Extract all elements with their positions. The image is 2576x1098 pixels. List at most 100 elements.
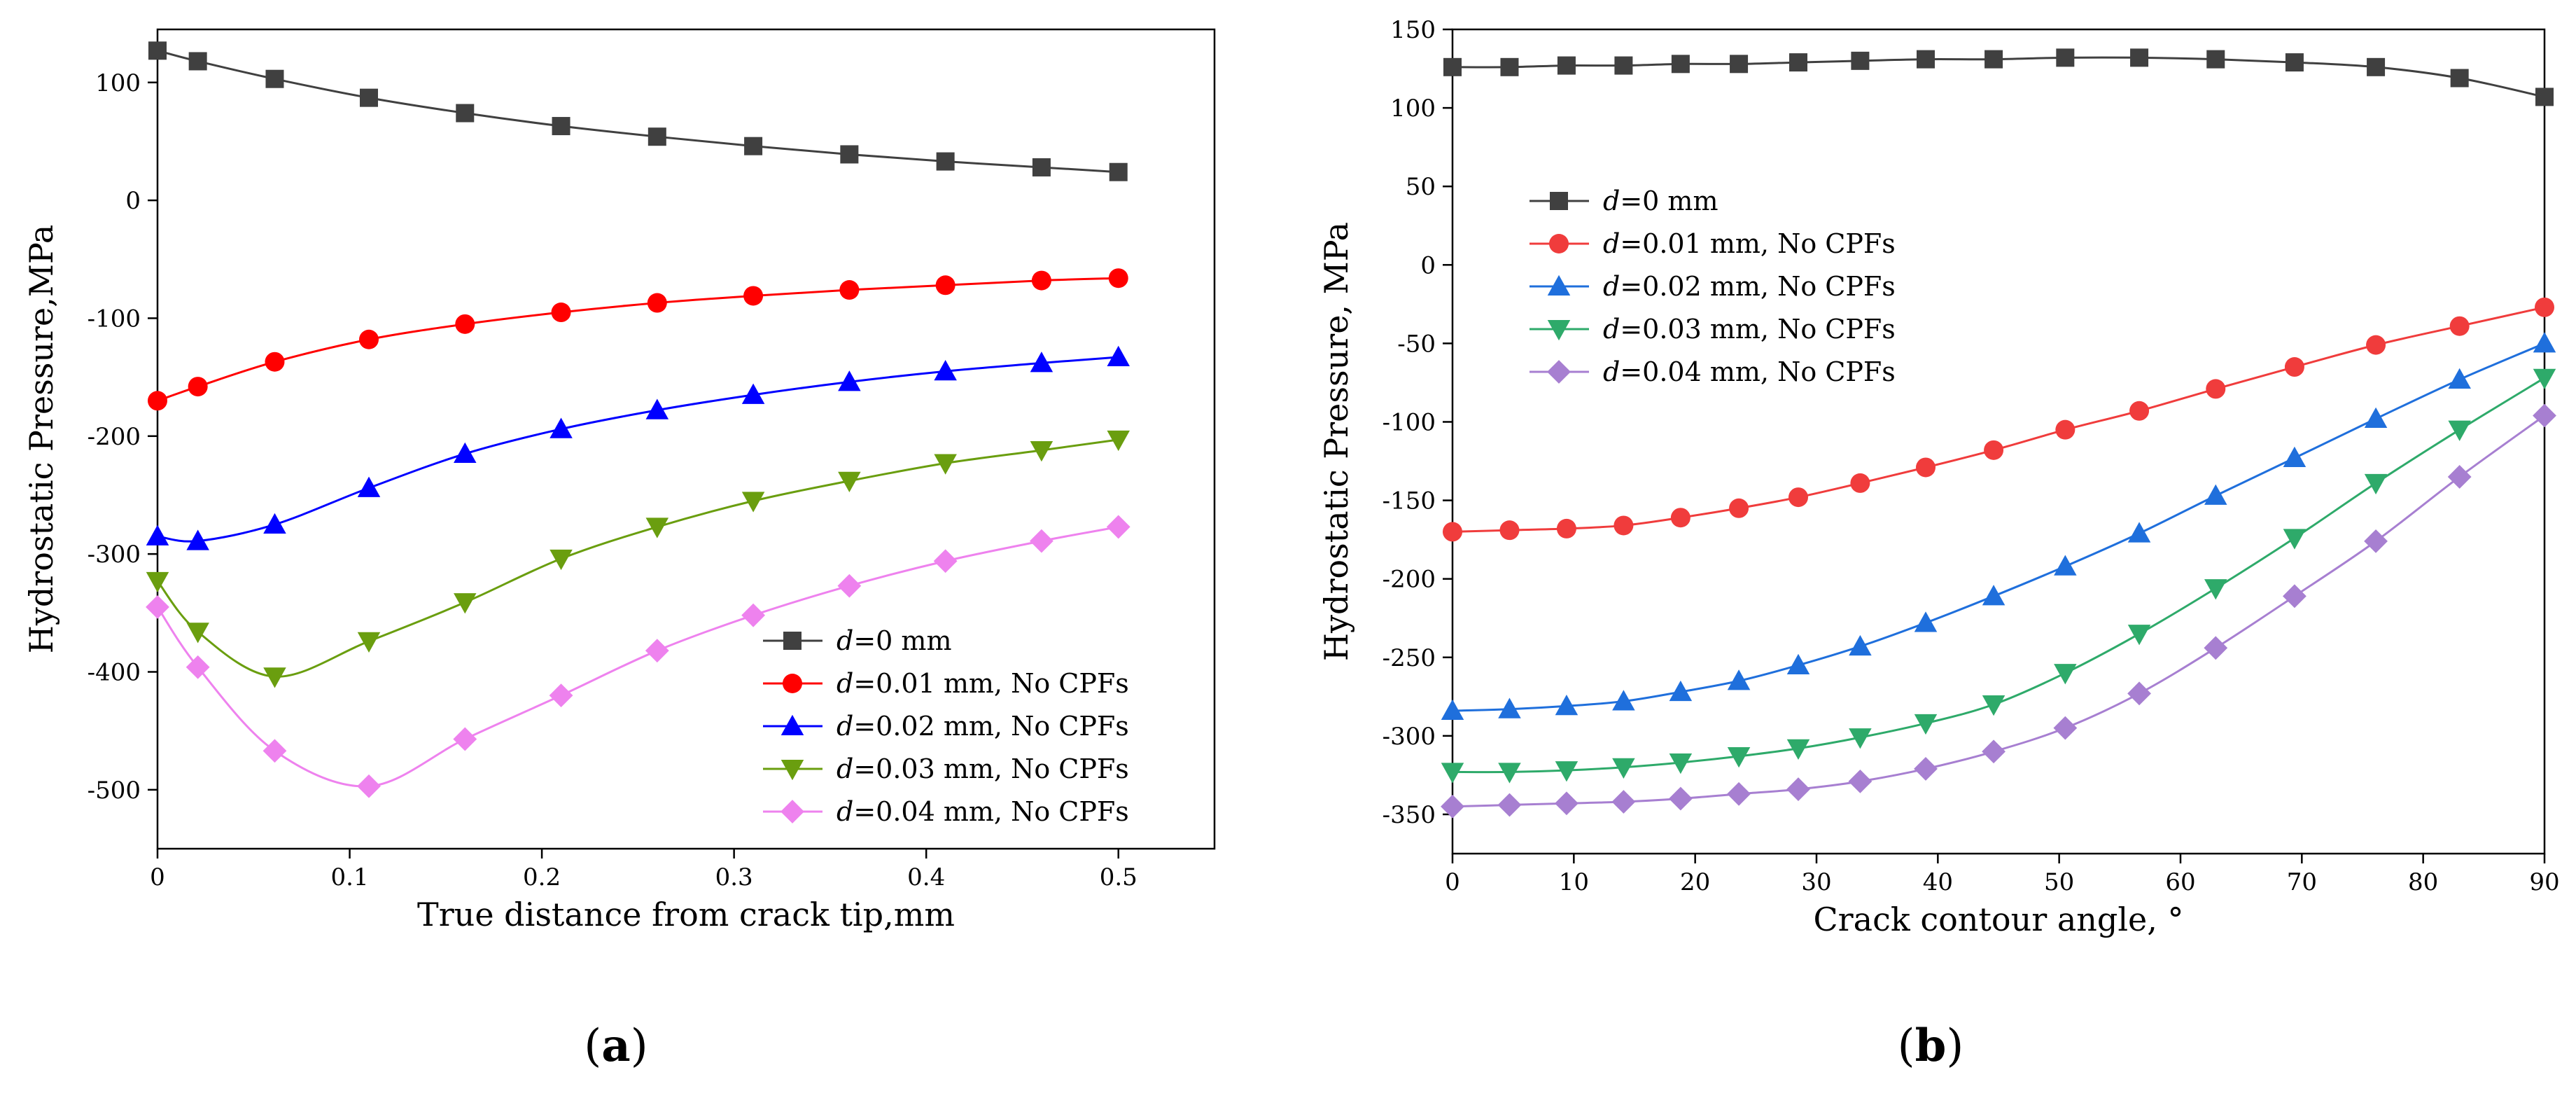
chart-b-series-4 (1441, 403, 2556, 819)
chart-a-y-axis-title: Hydrostatic Pressure,MPa (22, 225, 60, 654)
chart-a-data-point (263, 513, 286, 534)
chart-a-data-point (146, 571, 169, 593)
chart-a-data-point (262, 739, 287, 763)
chart-a-ytick-label: 100 (95, 69, 141, 97)
chart-a-data-point (741, 492, 765, 513)
chart-b-data-point (1851, 51, 1870, 70)
chart-b-ytick-label: -250 (1382, 644, 1436, 672)
chart-b-data-point (2053, 716, 2078, 740)
chart-a-legend-label-italic: d (836, 668, 853, 699)
chart-a-legend-label-rest: =0.03 mm, No CPFs (853, 753, 1128, 784)
chart-b-legend-label: d=0.02 mm, No CPFs (1603, 271, 1896, 302)
chart-a-data-point (838, 370, 861, 391)
chart-a-legend-label: d=0.03 mm, No CPFs (836, 753, 1129, 784)
chart-b-data-point (1786, 653, 1810, 674)
chart-a-series-line (157, 356, 1119, 543)
chart-b-data-point (1441, 794, 1464, 819)
chart-a-legend-label-rest: =0.04 mm, No CPFs (853, 796, 1128, 827)
chart-b-data-point (1500, 57, 1519, 76)
chart-a-data-point (837, 574, 862, 598)
chart-a-legend-label-rest: =0.02 mm, No CPFs (853, 711, 1128, 742)
chart-a-series-line (156, 438, 1119, 678)
chart-a-data-point (148, 41, 167, 60)
chart-a-legend-marker (780, 714, 804, 735)
chart-a-legend-marker (780, 760, 804, 781)
chart-b-data-point (1727, 747, 1751, 768)
chart-b-data-point (1848, 769, 1872, 793)
chart-a-legend-label: d=0 mm (836, 625, 952, 656)
chart-a-ytick-label: -200 (88, 423, 141, 451)
chart-a-xtick-label: 0.2 (523, 863, 561, 891)
chart-b-data-point (2055, 419, 2076, 440)
chart-a-data-point (550, 417, 573, 438)
chart-b-xtick-label: 60 (2165, 868, 2195, 896)
chart-b-data-point (2448, 420, 2471, 441)
chart-b-data-point (1789, 53, 1807, 72)
chart-a-legend-label-rest: =0.01 mm, No CPFs (853, 668, 1128, 699)
chart-a-data-point (934, 454, 957, 475)
chart-a-xtick-label: 0.1 (331, 863, 369, 891)
chart-b-legend-label: d=0.01 mm, No CPFs (1603, 228, 1896, 259)
chart-a-data-point (552, 117, 570, 136)
chart-a-data-point (265, 69, 284, 88)
chart-b-data-point (1669, 680, 1693, 702)
panel-label-b-close: ) (1946, 1020, 1963, 1072)
chart-b-data-point (1984, 50, 2003, 69)
chart-b-data-point (2283, 529, 2306, 550)
chart-b-data-point (1614, 515, 1634, 536)
chart-b-data-point (1557, 56, 1576, 75)
panel-label-b: (b) (1898, 1020, 1964, 1072)
chart-a-data-point (1030, 529, 1054, 553)
chart-a-data-point (1106, 515, 1130, 539)
chart-b-legend-label-rest: =0.03 mm, No CPFs (1620, 314, 1895, 345)
chart-a-series-3 (146, 430, 1130, 688)
chart-b-ytick-label: -300 (1382, 723, 1436, 751)
chart-b-ytick-label: -200 (1382, 566, 1436, 594)
chart-b-legend-label-italic: d (1603, 228, 1620, 259)
chart-b-data-point (2447, 465, 2472, 489)
chart-b-data-point (1443, 522, 1462, 542)
chart-a-data-point (744, 137, 763, 155)
chart-panel-b: 0 10 20 30 40 50 60 70 80 90 150 100 50 0 -50 -100 -150 -… (1317, 16, 2560, 938)
chart-b-data-point (1497, 793, 1522, 817)
chart-a-data-point (1107, 345, 1130, 366)
chart-b-legend-marker (1549, 234, 1569, 253)
chart-a-data-point (741, 383, 765, 404)
chart-b-data-point (1443, 57, 1462, 76)
chart-a-data-point (456, 104, 475, 123)
chart-a-data-point (1107, 430, 1130, 452)
chart-b-data-point (1498, 697, 1521, 718)
chart-b-ytick-label: 50 (1406, 173, 1436, 201)
chart-a-ytick-label: -100 (88, 305, 141, 333)
chart-b-data-point (2056, 48, 2075, 67)
chart-b-series-3 (1441, 368, 2556, 784)
chart-a-data-point (357, 632, 381, 653)
chart-b-ytick-label: -100 (1382, 408, 1436, 436)
chart-a-data-point (454, 593, 477, 614)
chart-b-legend-label: d=0.04 mm, No CPFs (1603, 356, 1896, 387)
chart-b-data-point (1982, 739, 2005, 764)
chart-b-data-point (1671, 55, 1690, 74)
chart-a-legend-label: d=0.04 mm, No CPFs (836, 796, 1129, 827)
chart-b-data-point (1727, 669, 1751, 690)
chart-a-data-point (549, 683, 573, 708)
chart-a-xtick-label: 0.5 (1100, 863, 1138, 891)
chart-a-legend-label: d=0.02 mm, No CPFs (836, 711, 1129, 742)
chart-b-data-point (1614, 56, 1633, 75)
chart-b-xtick-label: 0 (1445, 868, 1460, 896)
chart-b-data-point (1499, 520, 1520, 541)
chart-a-data-point (1030, 352, 1054, 373)
chart-b-data-point (2206, 379, 2226, 399)
chart-b-data-point (1611, 790, 1636, 814)
chart-a-data-point (936, 152, 955, 171)
chart-a-data-point (933, 549, 958, 574)
chart-a-data-point (840, 145, 859, 164)
chart-b-data-point (2533, 332, 2556, 353)
chart-a-data-point (186, 623, 209, 644)
chart-b-data-point (2533, 368, 2556, 389)
chart-a-legend-label-italic: d (836, 796, 853, 827)
chart-b-ytick-label: 150 (1390, 16, 1436, 44)
chart-a-legend-label-italic: d (836, 753, 853, 784)
chart-a-data-point (146, 524, 169, 545)
